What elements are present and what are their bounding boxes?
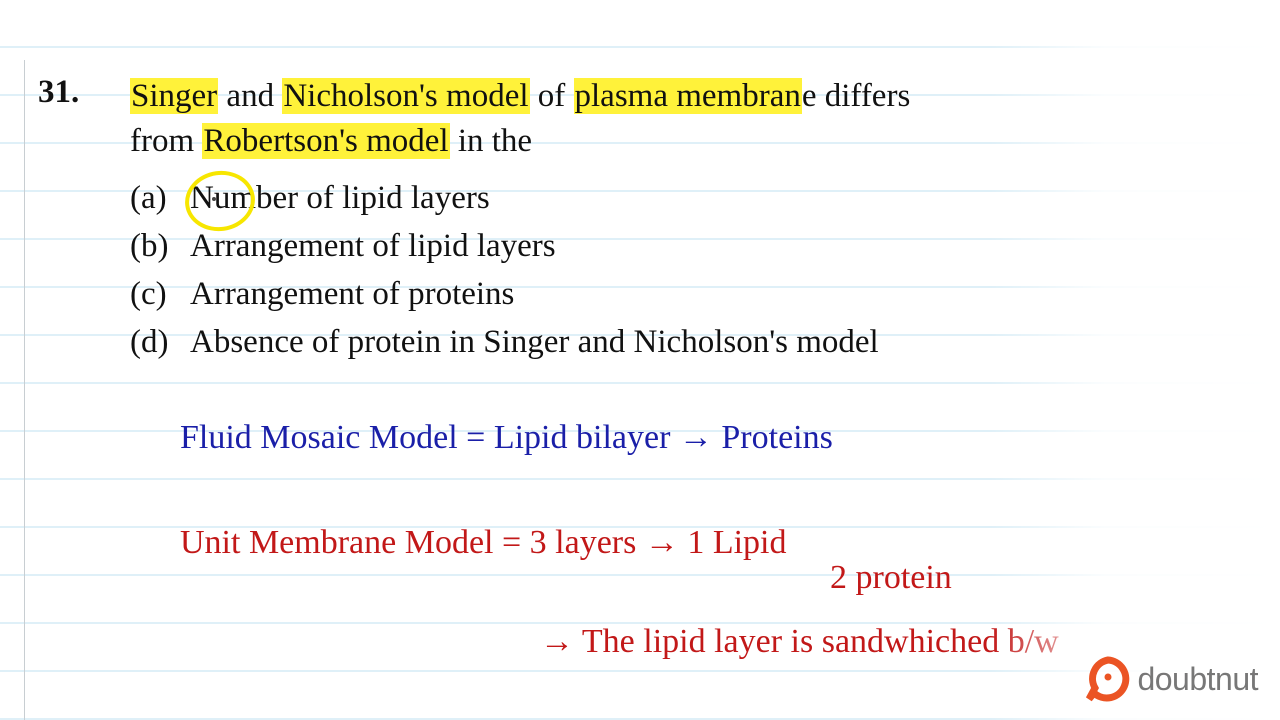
option-label: (b) [130, 223, 190, 271]
option-label: (c) [130, 271, 190, 319]
question-text: Singer and Nicholson's model of plasma m… [130, 74, 978, 163]
option-label: (a) [130, 175, 190, 223]
highlight-robertson: Robertson's model [202, 123, 449, 159]
doubtnut-icon [1085, 656, 1131, 702]
note-protein-count: 2 protein [830, 558, 1240, 599]
margin-line [24, 60, 25, 720]
option-d: (d)Absence of protein in Singer and Nich… [130, 319, 978, 367]
option-b: (b)Arrangement of lipid layers [130, 223, 978, 271]
option-text: Number of lipid layers [190, 180, 490, 216]
option-c: (c)Arrangement of proteins [130, 271, 978, 319]
handwritten-notes: Fluid Mosaic Model = Lipid bilayer → Pro… [180, 418, 1240, 663]
doubtnut-logo: doubtnut [1085, 656, 1258, 702]
highlight-nicholson: Nicholson's model [282, 78, 529, 114]
option-label: (d) [130, 319, 190, 367]
highlight-singer: Singer [130, 78, 218, 114]
question-number: 31. [38, 74, 79, 111]
options-list: (a)Number of lipid layers (b)Arrangement… [130, 175, 978, 366]
option-a: (a)Number of lipid layers [130, 175, 978, 223]
option-text: Arrangement of proteins [190, 276, 514, 312]
option-text: Arrangement of lipid layers [190, 228, 556, 264]
highlight-plasma: plasma membran [574, 78, 802, 114]
note-fluid-mosaic: Fluid Mosaic Model = Lipid bilayer → Pro… [180, 418, 1240, 459]
question-block: 31. Singer and Nicholson's model of plas… [38, 74, 978, 366]
option-text: Absence of protein in Singer and Nichols… [190, 324, 879, 360]
doubtnut-text: doubtnut [1137, 661, 1258, 698]
